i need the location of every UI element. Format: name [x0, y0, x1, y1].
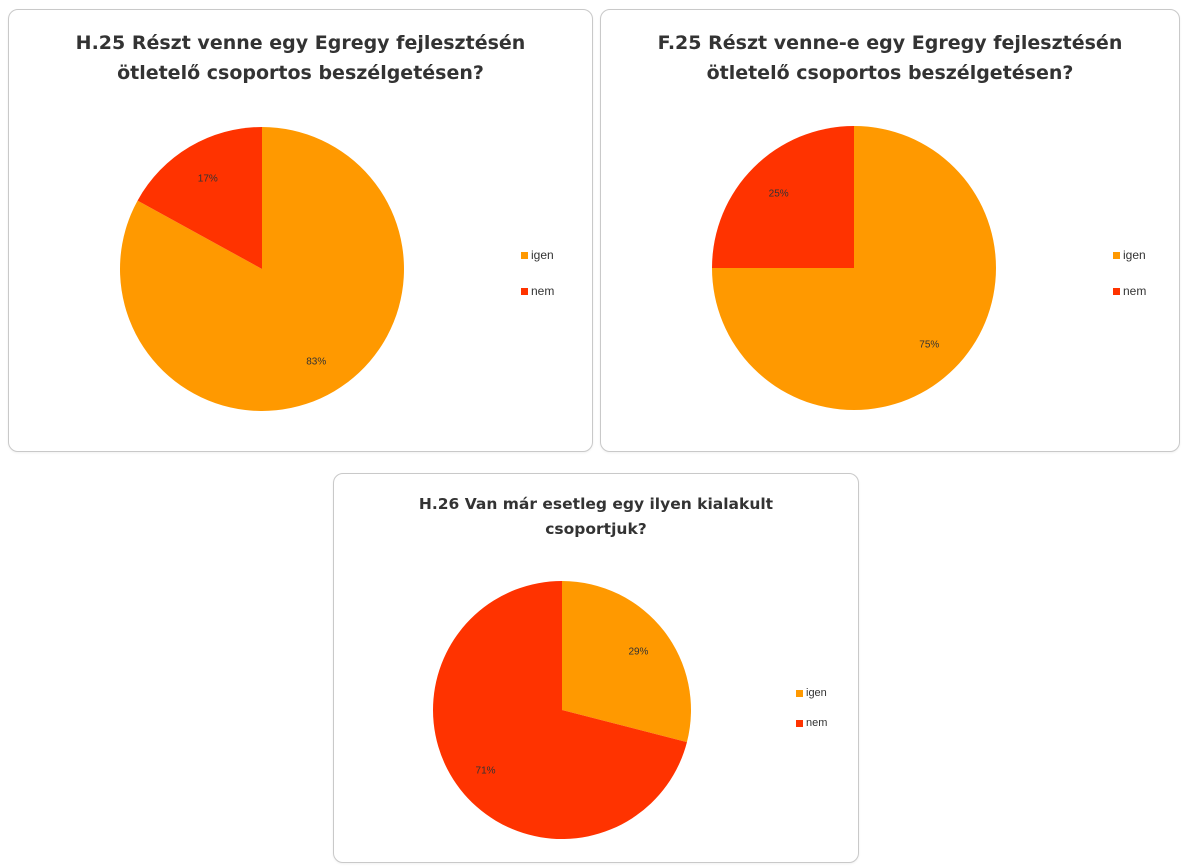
pie-slice-igen [562, 581, 691, 743]
legend-swatch-nem [521, 287, 528, 295]
pie-chart: 29% 71% [433, 581, 691, 839]
data-label-igen: 83% [306, 357, 326, 368]
legend-label: nem [1123, 284, 1147, 298]
chart-legend: igen nem [521, 246, 554, 318]
legend-label: igen [1123, 248, 1146, 262]
chart-title: H.26 Van már esetleg egy ilyen kialakult… [334, 492, 858, 542]
legend-label: igen [806, 687, 827, 699]
legend-swatch-igen [521, 251, 528, 259]
chart-panel-h26: H.26 Van már esetleg egy ilyen kialakult… [333, 473, 859, 863]
legend-item-igen: igen [1113, 246, 1146, 264]
chart-title-line-2: ötletelő csoportos beszélgetésen? [706, 62, 1074, 84]
pie-slice-nem [433, 581, 687, 839]
chart-title-line-1: F.25 Részt venne-e egy Egregy fejlesztés… [657, 32, 1123, 54]
legend-item-igen: igen [796, 684, 827, 702]
chart-title: F.25 Részt venne-e egy Egregy fejlesztés… [601, 28, 1179, 88]
pie-chart: 75% 25% [712, 126, 996, 410]
legend-label: nem [806, 717, 828, 729]
data-label-nem: 17% [198, 173, 218, 184]
data-label-nem: 25% [769, 189, 789, 200]
data-label-nem: 71% [476, 765, 496, 776]
legend-item-nem: nem [1113, 282, 1146, 300]
data-label-igen: 75% [919, 339, 939, 350]
chart-legend: igen nem [1113, 246, 1146, 318]
legend-item-nem: nem [521, 282, 554, 300]
chart-legend: igen nem [796, 684, 827, 744]
chart-title-line-1: H.25 Részt venne egy Egregy fejlesztésén [75, 32, 526, 54]
chart-panel-h25: H.25 Részt venne egy Egregy fejlesztésén… [8, 9, 593, 452]
pie-slice-nem [137, 127, 262, 269]
chart-title-line-1: H.26 Van már esetleg egy ilyen kialakult [418, 495, 774, 513]
legend-swatch-nem [1113, 287, 1120, 295]
legend-swatch-igen [1113, 251, 1120, 259]
pie-slice-nem [712, 126, 854, 268]
legend-label: nem [531, 284, 555, 298]
legend-swatch-nem [796, 719, 803, 727]
legend-item-igen: igen [521, 246, 554, 264]
legend-item-nem: nem [796, 714, 827, 732]
chart-title-line-2: csoportjuk? [545, 520, 647, 538]
data-label-igen: 29% [628, 647, 648, 658]
pie-chart: 83% 17% [120, 127, 405, 411]
legend-swatch-igen [796, 689, 803, 697]
chart-title: H.25 Részt venne egy Egregy fejlesztésén… [9, 28, 592, 88]
legend-label: igen [531, 248, 554, 262]
chart-panel-f25: F.25 Részt venne-e egy Egregy fejlesztés… [600, 9, 1180, 452]
chart-title-line-2: ötletelő csoportos beszélgetésen? [117, 62, 484, 84]
